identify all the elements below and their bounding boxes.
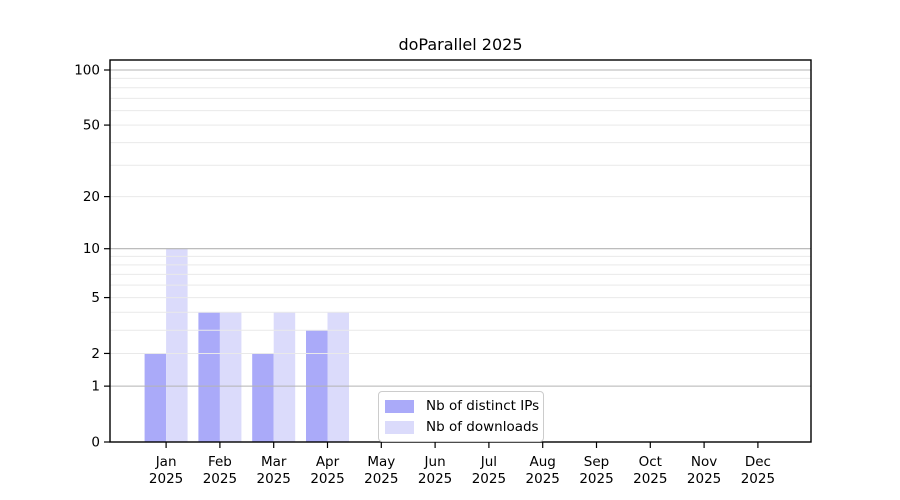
bar-downloads-mar	[273, 312, 296, 442]
x-tick-label-year-jul: 2025	[472, 471, 506, 487]
legend-label-downloads: Nb of downloads	[426, 419, 539, 435]
y-tick-label-0: 0	[91, 435, 100, 451]
x-tick-label-month-jul: Jul	[480, 454, 497, 470]
bar-distinct-ips-feb	[198, 312, 220, 442]
y-tick-label-50: 50	[83, 118, 100, 134]
x-tick-label-month-jun: Jun	[424, 454, 446, 470]
y-tick-label-5: 5	[91, 290, 100, 306]
x-tick-label-year-oct: 2025	[633, 471, 667, 487]
y-tick-label-10: 10	[83, 241, 100, 257]
x-tick-label-month-apr: Apr	[316, 454, 340, 470]
legend: Nb of distinct IPs Nb of downloads	[378, 391, 544, 442]
legend-swatch-downloads	[385, 420, 414, 434]
legend-item-downloads: Nb of downloads	[385, 418, 539, 436]
x-tick-label-month-feb: Feb	[208, 454, 232, 470]
chart-title: doParallel 2025	[398, 35, 523, 54]
x-tick-label-month-may: May	[367, 454, 395, 470]
x-tick-label-year-feb: 2025	[203, 471, 237, 487]
x-tick-label-year-may: 2025	[364, 471, 398, 487]
bar-downloads-feb	[219, 312, 242, 442]
x-tick-label-month-aug: Aug	[530, 454, 556, 470]
bar-downloads-jan	[166, 248, 188, 442]
y-tick-label-2: 2	[91, 346, 100, 362]
bar-distinct-ips-jan	[144, 353, 167, 442]
x-tick-label-year-mar: 2025	[257, 471, 291, 487]
legend-swatch-distinct-ips	[385, 399, 414, 413]
x-tick-label-month-dec: Dec	[745, 454, 771, 470]
x-tick-label-year-apr: 2025	[310, 471, 344, 487]
y-tick-label-1: 1	[91, 379, 100, 395]
x-tick-label-year-jun: 2025	[418, 471, 452, 487]
y-tick-label-100: 100	[74, 63, 100, 79]
bar-distinct-ips-mar	[252, 353, 274, 442]
x-tick-label-year-sep: 2025	[579, 471, 613, 487]
x-tick-label-month-jan: Jan	[155, 454, 177, 470]
x-tick-label-month-mar: Mar	[261, 454, 287, 470]
legend-item-distinct-ips: Nb of distinct IPs	[385, 397, 540, 415]
y-tick-label-20: 20	[83, 189, 100, 205]
x-tick-label-month-nov: Nov	[691, 454, 717, 470]
x-tick-label-year-nov: 2025	[687, 471, 721, 487]
bar-downloads-apr	[327, 312, 349, 442]
x-tick-label-year-dec: 2025	[741, 471, 775, 487]
x-tick-label-month-oct: Oct	[639, 454, 662, 470]
x-tick-label-month-sep: Sep	[584, 454, 609, 470]
legend-label-distinct-ips: Nb of distinct IPs	[426, 398, 540, 414]
x-tick-label-year-jan: 2025	[149, 471, 183, 487]
x-tick-label-year-aug: 2025	[526, 471, 560, 487]
plot-border	[109, 59, 812, 443]
